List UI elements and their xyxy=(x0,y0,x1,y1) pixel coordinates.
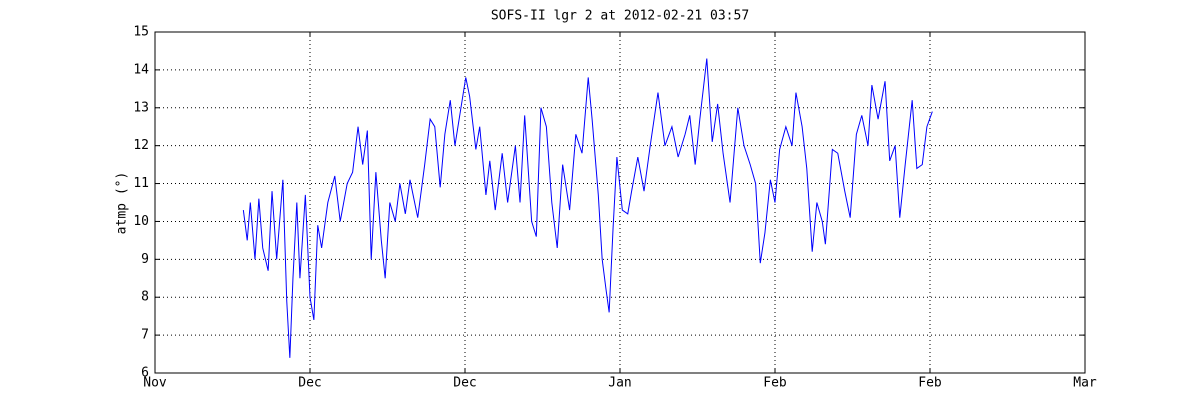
x-tick-label: Feb xyxy=(763,376,787,391)
y-tick-label: 15 xyxy=(133,25,149,40)
y-tick-label: 9 xyxy=(141,252,149,267)
y-tick-label: 7 xyxy=(141,328,149,343)
x-tick-label: Jan xyxy=(608,376,631,391)
y-tick-label: 12 xyxy=(133,138,149,153)
x-tick-label: Dec xyxy=(453,376,476,391)
x-tick-label: Nov xyxy=(143,376,167,391)
y-tick-label: 8 xyxy=(141,290,149,305)
y-tick-label: 10 xyxy=(133,214,149,229)
y-tick-label: 6 xyxy=(141,366,149,381)
chart-title: SOFS-II lgr 2 at 2012-02-21 03:57 xyxy=(491,9,749,24)
x-tick-label: Feb xyxy=(918,376,942,391)
x-tick-label: Mar xyxy=(1073,376,1097,391)
y-tick-label: 14 xyxy=(133,62,149,77)
data-line xyxy=(242,58,933,358)
y-tick-label: 13 xyxy=(133,100,149,115)
y-tick-label: 11 xyxy=(133,176,149,191)
plot-frame xyxy=(154,31,1086,374)
x-tick-label: Dec xyxy=(298,376,321,391)
y-axis-label: atmp (°) xyxy=(115,172,130,235)
